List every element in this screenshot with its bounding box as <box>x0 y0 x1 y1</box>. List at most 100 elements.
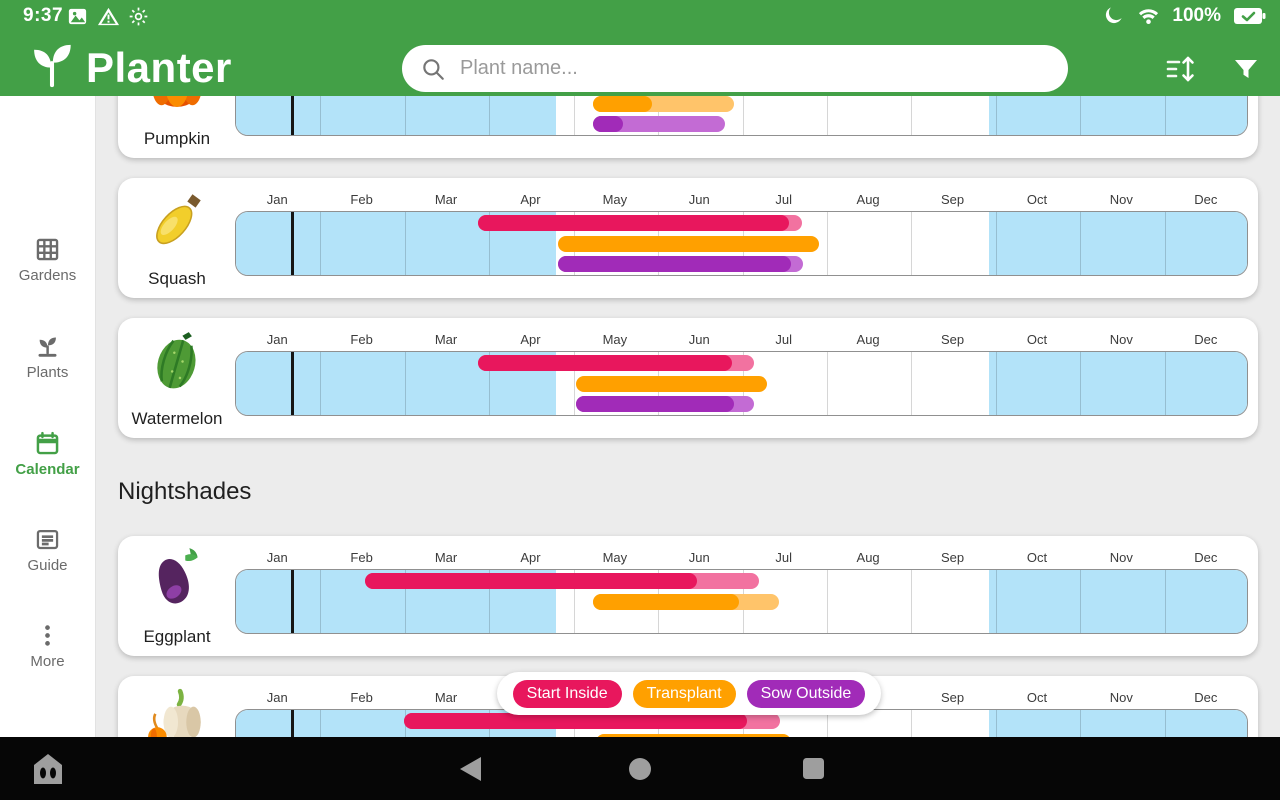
month-label: Mar <box>434 332 458 347</box>
month-label: Jun <box>688 332 710 347</box>
recents-button[interactable] <box>791 737 835 800</box>
month-label: Dec <box>1194 550 1218 565</box>
more-vert-icon <box>34 622 61 649</box>
month-gridline <box>826 212 828 275</box>
sidebar-item-more[interactable]: More <box>0 622 95 670</box>
month-gridline <box>573 352 575 415</box>
month-gridline <box>404 212 406 275</box>
planting-timeline <box>235 211 1248 276</box>
plant-name: Eggplant <box>143 627 211 646</box>
month-label: Feb <box>350 192 373 207</box>
plant-card-squash[interactable]: Squash Jan Feb Mar Apr May Jun Jul Aug Sep Oct Nov D… <box>118 178 1258 298</box>
month-gridline <box>489 570 491 633</box>
month-label: Sep <box>940 690 965 705</box>
clock: 9:37 <box>23 5 64 26</box>
sidebar-item-gardens[interactable]: Gardens <box>0 236 95 284</box>
month-gridline <box>1164 72 1166 135</box>
planting-timeline <box>235 351 1248 416</box>
search-bar[interactable] <box>402 45 1068 92</box>
legend-pill-start-inside: Start Inside <box>512 679 622 708</box>
wifi-icon <box>1137 4 1160 27</box>
battery-icon <box>1233 5 1266 27</box>
legend-pill-sow-outside: Sow Outside <box>746 679 866 708</box>
month-gridline <box>995 212 997 275</box>
month-label: Apr <box>520 550 541 565</box>
month-label: Jul <box>775 550 793 565</box>
month-gridline <box>995 72 997 135</box>
status-bar: 9:37 100% <box>0 0 1280 32</box>
month-label: Mar <box>434 192 458 207</box>
month-label: Jun <box>688 192 710 207</box>
sidebar-item-label: Calendar <box>15 461 80 478</box>
month-gridline <box>826 352 828 415</box>
sidebar-nav: Gardens Plants Calendar Guide More <box>0 96 96 737</box>
month-label: Aug <box>856 332 880 347</box>
legend-pill: Start Inside Transplant Sow Outside <box>497 672 881 715</box>
month-gridline <box>1164 212 1166 275</box>
calendar-scroll-area[interactable]: Pumpkin Jan Feb Mar Apr May Jun Jul Aug Sep Oct Nov… <box>95 0 1280 796</box>
plant-card-eggplant[interactable]: Eggplant Jan Feb Mar Apr May Jun Jul Aug Sep Oct No… <box>118 536 1258 656</box>
start-inside-bar <box>478 355 733 371</box>
search-input[interactable] <box>458 56 1050 81</box>
article-icon <box>34 526 61 553</box>
month-label: May <box>602 550 628 565</box>
sow-outside-bar <box>558 256 792 272</box>
month-gridline <box>911 72 913 135</box>
month-gridline <box>995 570 997 633</box>
calendar-icon <box>34 430 61 457</box>
month-label: Mar <box>434 550 458 565</box>
frost-region <box>988 212 1247 275</box>
transplant-bar <box>558 236 820 252</box>
month-label: Jan <box>266 192 288 207</box>
month-gridline <box>911 352 913 415</box>
month-label: Sep <box>940 332 965 347</box>
month-label: May <box>602 332 628 347</box>
transplant-bar <box>593 96 653 112</box>
plant-name: Pumpkin <box>143 129 211 148</box>
month-label: Aug <box>856 192 880 207</box>
filter-button[interactable] <box>1229 52 1263 86</box>
frost-region <box>988 352 1247 415</box>
month-label: Feb <box>350 332 373 347</box>
month-label: Jan <box>266 332 288 347</box>
month-gridline <box>320 212 322 275</box>
warning-notification-icon <box>97 5 120 28</box>
month-gridline <box>404 570 406 633</box>
sidebar-item-guide[interactable]: Guide <box>0 526 95 574</box>
month-label: Sep <box>940 550 965 565</box>
today-marker <box>290 212 294 275</box>
watermelon-image <box>144 327 210 395</box>
plant-name: Watermelon <box>131 409 223 428</box>
do-not-disturb-moon-icon <box>1102 4 1125 27</box>
sprout-icon <box>34 333 61 360</box>
planting-timeline <box>235 569 1248 634</box>
month-gridline <box>573 72 575 135</box>
month-gridline <box>573 570 575 633</box>
sow-outside-bar <box>593 116 624 132</box>
android-nav-bar <box>0 737 1280 800</box>
month-gridline <box>1080 212 1082 275</box>
planter-logo-sprout-icon <box>26 40 78 92</box>
sidebar-item-calendar[interactable]: Calendar <box>0 430 95 478</box>
app-header: 9:37 100% <box>0 0 1280 96</box>
home-button[interactable] <box>618 737 662 800</box>
month-gridline <box>320 72 322 135</box>
month-label: Nov <box>1109 690 1133 705</box>
month-gridline <box>911 212 913 275</box>
launcher-home-icon[interactable] <box>26 737 70 800</box>
sort-button[interactable] <box>1163 52 1197 86</box>
transplant-bar <box>593 594 740 610</box>
month-gridline <box>742 72 744 135</box>
grid-icon <box>34 236 61 263</box>
month-gridline <box>1080 72 1082 135</box>
month-label: Nov <box>1109 332 1133 347</box>
sidebar-item-plants[interactable]: Plants <box>0 333 95 381</box>
frost-region <box>988 570 1247 633</box>
month-label: Feb <box>350 690 373 705</box>
section-heading: Nightshades <box>118 478 252 505</box>
month-gridline <box>995 352 997 415</box>
plant-card-watermelon[interactable]: Watermelon Jan Feb Mar Apr May Jun Jul Aug Sep Oct… <box>118 318 1258 438</box>
month-gridline <box>826 72 828 135</box>
back-button[interactable] <box>448 737 492 800</box>
